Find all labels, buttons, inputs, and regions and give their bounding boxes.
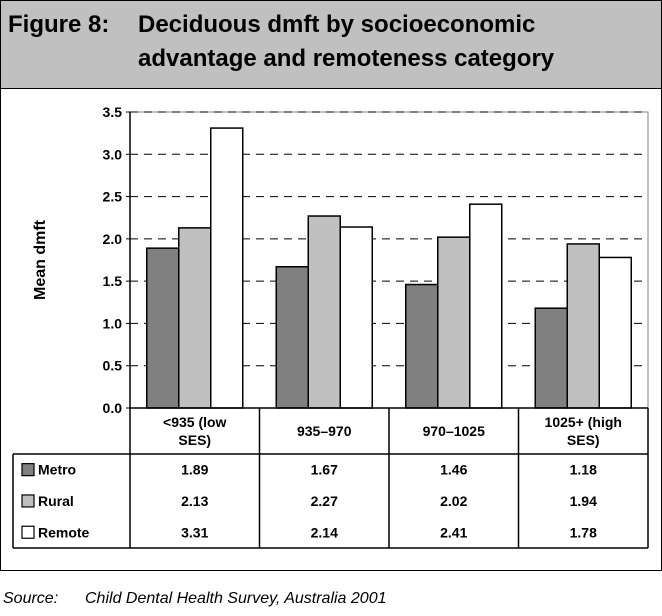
data-table-value: 1.94 xyxy=(570,493,597,509)
x-category-label: SES) xyxy=(178,432,211,448)
legend-label-rural: Rural xyxy=(38,493,74,509)
source-note: Source: Child Dental Health Survey, Austr… xyxy=(3,590,387,608)
data-table-value: 3.31 xyxy=(181,524,208,540)
y-tick-label: 3.5 xyxy=(103,104,123,120)
bar-metro xyxy=(275,266,309,409)
figure-title-line-1: Deciduous dmft by socioeconomic xyxy=(138,11,536,38)
bar-remote xyxy=(598,256,632,409)
bar-remote xyxy=(210,127,244,409)
data-table-value: 2.02 xyxy=(440,493,467,509)
x-category-label: 1025+ (high xyxy=(545,414,622,430)
figure-header: Figure 8: Deciduous dmft by socioeconomi… xyxy=(0,0,662,89)
data-table-value: 2.27 xyxy=(311,493,338,509)
data-table-value: 1.89 xyxy=(181,462,208,478)
y-tick-label: 0.5 xyxy=(103,358,123,374)
legend-swatch-metro xyxy=(21,463,35,477)
data-table-value: 1.78 xyxy=(570,524,597,540)
legend-swatch-remote xyxy=(21,525,35,539)
data-table-value: 1.18 xyxy=(570,462,597,478)
x-category-label: 970–1025 xyxy=(423,423,486,439)
bar-rural xyxy=(566,243,600,409)
legend-swatch-rural xyxy=(21,494,35,508)
figure-number: Figure 8: xyxy=(8,11,110,38)
data-table-value: 2.13 xyxy=(181,493,208,509)
data-table-value: 1.67 xyxy=(311,462,338,478)
y-tick-label: 1.0 xyxy=(103,315,123,331)
bar-rural xyxy=(437,236,471,409)
bar-remote xyxy=(339,226,373,409)
y-tick-label: 0.0 xyxy=(103,400,123,416)
x-category-label: 935–970 xyxy=(297,423,352,439)
figure-title-line-2: advantage and remoteness category xyxy=(138,45,555,72)
data-table-value: 2.14 xyxy=(311,524,338,540)
y-tick-label: 1.5 xyxy=(103,273,123,289)
bar-chart: 0.0 0.5 1.0 1.5 2.0 2.5 3.0 3.5 Mean dmft <935 (l… xyxy=(12,104,649,549)
y-tick-label: 2.0 xyxy=(103,231,123,247)
source-text: Child Dental Health Survey, Australia 20… xyxy=(85,590,387,607)
bar-metro xyxy=(534,307,568,409)
bar-metro xyxy=(405,283,439,409)
y-tick-label: 2.5 xyxy=(103,189,123,205)
chart-frame: 0.0 0.5 1.0 1.5 2.0 2.5 3.0 3.5 Mean dmft <935 (l… xyxy=(0,88,662,571)
legend-label-metro: Metro xyxy=(38,462,76,478)
source-label: Source: xyxy=(3,590,59,607)
x-category-label: SES) xyxy=(567,432,600,448)
data-table-value: 2.41 xyxy=(440,524,467,540)
data-table-value: 1.46 xyxy=(440,462,467,478)
bar-rural xyxy=(178,227,212,409)
bar-metro xyxy=(146,247,180,409)
bar-remote xyxy=(469,203,503,409)
bar-rural xyxy=(307,215,341,409)
x-category-label: <935 (low xyxy=(163,414,227,430)
legend-label-remote: Remote xyxy=(38,524,90,540)
y-tick-label: 3.0 xyxy=(103,146,123,162)
y-axis-title: Mean dmft xyxy=(32,219,49,300)
